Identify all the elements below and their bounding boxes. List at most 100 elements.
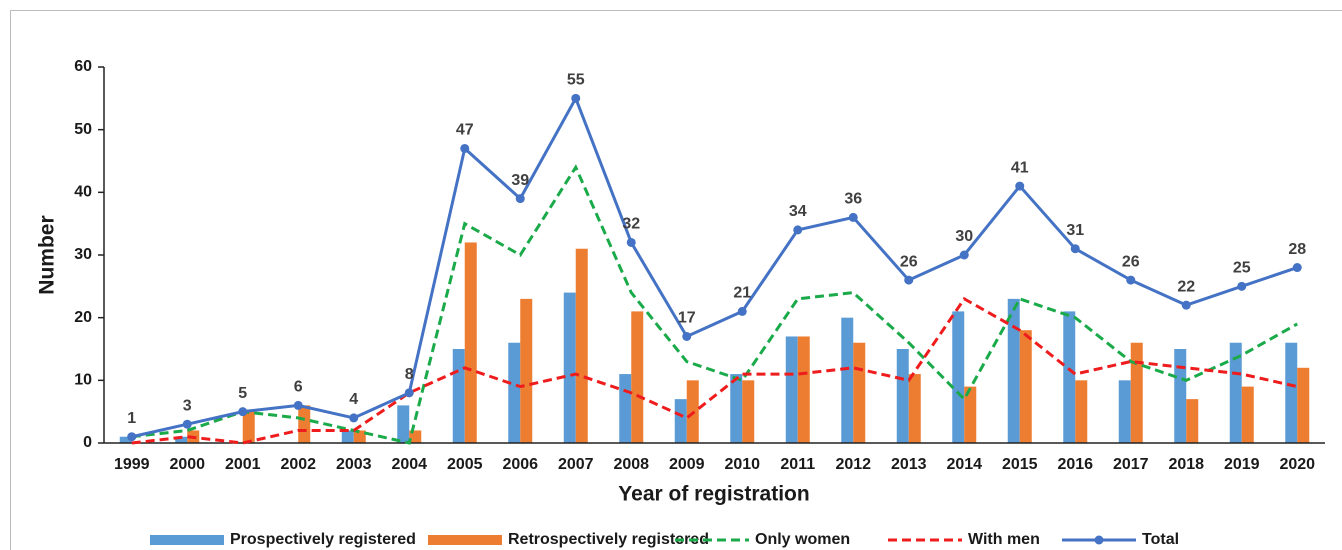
bar <box>1229 342 1242 443</box>
dashed-line <box>131 296 1298 445</box>
bar <box>1241 386 1254 443</box>
x-tick-label: 2019 <box>1224 456 1260 473</box>
bar <box>1075 380 1088 443</box>
x-tick-label: 1999 <box>114 456 150 473</box>
data-label: 17 <box>678 310 696 327</box>
point <box>404 388 414 398</box>
dashed-line <box>131 164 1298 445</box>
x-tick-label: 2013 <box>891 456 927 473</box>
bar <box>841 317 854 443</box>
bar <box>1174 349 1187 443</box>
bar <box>1007 298 1020 443</box>
point <box>848 212 858 222</box>
point <box>959 250 969 260</box>
bar <box>742 380 755 443</box>
x-tick-label: 2006 <box>502 456 538 473</box>
x-tick-label: 2010 <box>724 456 760 473</box>
bar <box>563 292 576 443</box>
data-label: 28 <box>1288 241 1306 258</box>
point <box>238 407 248 417</box>
x-axis-title: Year of registration <box>618 483 809 506</box>
data-label: 1 <box>127 410 136 427</box>
point <box>515 194 525 204</box>
bar <box>1285 342 1298 443</box>
point <box>1292 263 1302 273</box>
data-label: 55 <box>567 72 585 89</box>
frame <box>10 10 1342 550</box>
point <box>1181 300 1191 310</box>
bar <box>242 411 255 443</box>
bar <box>785 336 798 443</box>
data-label: 8 <box>405 366 414 383</box>
data-label: 32 <box>622 216 640 233</box>
bar <box>619 374 632 443</box>
x-tick-label: 2005 <box>447 456 483 473</box>
bar <box>175 436 188 443</box>
x-tick-label: 2004 <box>391 456 427 473</box>
point <box>182 419 192 429</box>
bar <box>1186 399 1199 443</box>
point <box>571 93 581 103</box>
data-label: 31 <box>1066 222 1084 239</box>
legend-label: Only women <box>755 531 850 548</box>
line <box>131 94 1298 439</box>
data-label: 39 <box>511 172 529 189</box>
bar <box>397 405 410 443</box>
data-label: 22 <box>1177 278 1195 295</box>
bar <box>908 374 921 443</box>
point <box>460 143 470 153</box>
data-label: 5 <box>238 385 247 402</box>
bar <box>730 374 743 443</box>
bar <box>1130 342 1143 443</box>
data-label: 4 <box>349 391 358 408</box>
bar <box>341 430 354 443</box>
x-tick-label: 2020 <box>1279 456 1315 473</box>
data-label: 26 <box>900 253 918 270</box>
y-tick-label: 60 <box>74 58 92 75</box>
legend-label: Retrospectively registered <box>508 531 709 548</box>
bar <box>353 430 366 443</box>
bar <box>896 349 909 443</box>
bar <box>853 342 866 443</box>
data-label: 30 <box>955 228 973 245</box>
bar <box>797 336 810 443</box>
data-label: 26 <box>1122 253 1140 270</box>
point <box>127 432 137 442</box>
y-tick-label: 30 <box>74 246 92 263</box>
bar <box>952 311 965 443</box>
bar <box>452 349 465 443</box>
bar <box>1063 311 1076 443</box>
bar <box>1297 367 1310 443</box>
x-tick-label: 2008 <box>613 456 649 473</box>
point <box>1126 275 1136 285</box>
bar <box>520 298 533 443</box>
bar <box>1118 380 1131 443</box>
data-label: 25 <box>1233 260 1251 277</box>
bar <box>298 405 311 443</box>
bar <box>464 242 477 443</box>
legend-swatch <box>150 535 224 545</box>
y-tick-label: 20 <box>74 309 92 326</box>
x-tick-label: 2012 <box>835 456 871 473</box>
bar <box>964 386 977 443</box>
point <box>626 237 636 247</box>
legend-marker <box>1094 535 1104 545</box>
point <box>793 225 803 235</box>
bar <box>119 436 132 443</box>
x-tick-label: 2002 <box>280 456 316 473</box>
x-tick-label: 2015 <box>1002 456 1038 473</box>
x-tick-label: 2011 <box>780 456 815 473</box>
point <box>1015 181 1025 191</box>
x-tick-label: 2016 <box>1057 456 1093 473</box>
point <box>737 306 747 316</box>
legend-label: With men <box>968 531 1040 548</box>
bar <box>575 248 588 443</box>
x-tick-label: 2003 <box>336 456 372 473</box>
y-tick-label: 10 <box>74 372 92 389</box>
point <box>1237 281 1247 291</box>
data-label: 47 <box>456 122 474 139</box>
data-label: 36 <box>844 191 862 208</box>
y-axis-title: Number <box>36 215 59 294</box>
data-label: 6 <box>294 379 303 396</box>
